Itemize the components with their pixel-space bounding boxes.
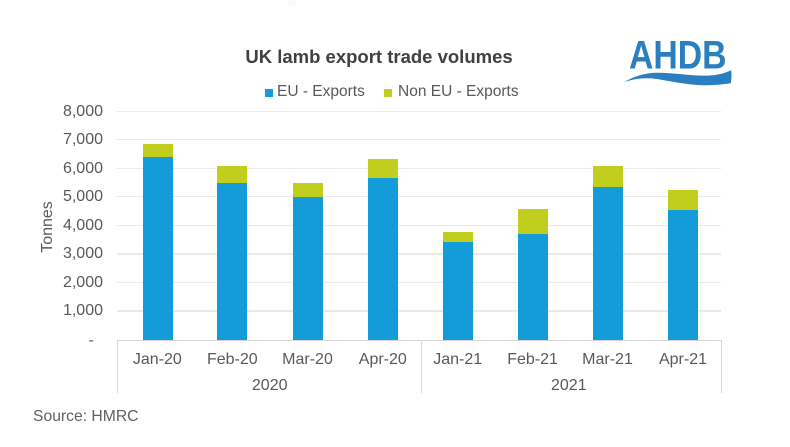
svg-text:AHDB: AHDB <box>629 34 727 78</box>
